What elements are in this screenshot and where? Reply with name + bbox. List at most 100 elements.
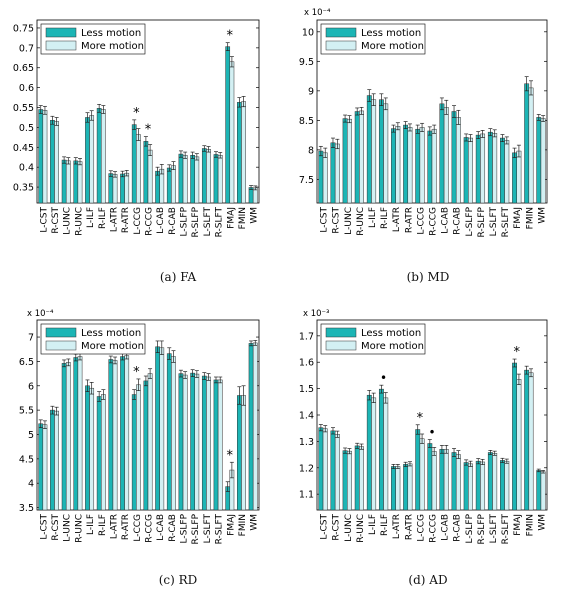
x-tick-label: R-UNC [356, 207, 366, 236]
y-tick-label: 4.5 [19, 454, 34, 465]
bar-more-motion-R-SLFP [480, 133, 486, 204]
chart-panel-2: 3.5 4 4.5 5 5.5 6 6.5 7 x 10⁻⁴ L-CST R-CST L-UNC R-U… [19, 309, 260, 544]
bar-more-motion-L-ILF [371, 99, 377, 204]
x-tick-label: L-ATR [109, 207, 119, 232]
x-tick-label: R-CAB [453, 207, 463, 235]
bar-more-motion-R-SLFT [217, 379, 223, 511]
bar-less-motion-FMAJ [225, 46, 231, 204]
y-tick-label: 6 [28, 381, 34, 392]
x-tick-label: L-UNC [344, 207, 354, 235]
x-tick-label: R-ILF [98, 207, 108, 229]
bar-less-motion-L-CCG [131, 394, 137, 511]
x-tick-label: L-CST [39, 207, 49, 233]
bar-more-motion-L-ATR [112, 360, 118, 511]
bar-more-motion-FMIN [241, 101, 246, 204]
bar-more-motion-L-CST [42, 424, 48, 511]
bar-more-motion-L-SLFP [182, 155, 188, 204]
bar-more-motion-L-SLFP [468, 463, 473, 511]
bar-more-motion-R-ATR [407, 463, 413, 511]
bar-less-motion-R-UNC [354, 111, 360, 204]
x-tick-label: R-ATR [404, 207, 414, 233]
bar-less-motion-R-SLFT [213, 154, 219, 204]
bar-more-motion-R-ATR [407, 127, 413, 204]
significance-marker: * [145, 123, 152, 138]
x-tick-label: R-CAB [168, 514, 178, 542]
bar-more-motion-L-CAB [443, 107, 449, 204]
x-tick-label: R-SLFT [501, 207, 511, 238]
y-tick-label: 5 [28, 430, 34, 441]
bar-less-motion-R-SLFP [475, 134, 481, 204]
bar-more-motion-R-CST [54, 410, 59, 511]
caption-rd: (c) RD [158, 573, 198, 587]
x-tick-label: L-ATR [392, 207, 402, 232]
bar-more-motion-R-ILF [383, 103, 389, 204]
x-tick-label: R-ATR [121, 514, 131, 540]
bar-less-motion-R-CCG [143, 141, 149, 204]
bar-less-motion-R-SLFT [500, 137, 505, 204]
bar-less-motion-R-SLFP [190, 372, 195, 511]
x-tick-label: WM [537, 514, 547, 531]
x-tick-label: R-ILF [98, 514, 108, 536]
bar-more-motion-L-UNC [347, 118, 352, 204]
x-tick-label: L-SLFT [203, 207, 213, 237]
bar-more-motion-L-ILF [371, 397, 377, 511]
bar-less-motion-R-SLFP [475, 460, 481, 511]
bar-less-motion-R-CCG [427, 443, 433, 511]
bar-more-motion-L-CST [42, 110, 48, 204]
bar-more-motion-R-SLFT [504, 140, 510, 204]
bar-more-motion-R-ILF [383, 397, 389, 511]
bar-less-motion-L-ILF [85, 117, 90, 204]
caption-ad: (d) AD [408, 573, 448, 587]
significance-marker: * [227, 448, 234, 463]
bar-more-motion-L-ILF [89, 115, 95, 204]
bar-more-motion-FMAJ [516, 379, 522, 511]
bar-less-motion-L-SLFP [178, 153, 184, 204]
bar-more-motion-WM [540, 118, 546, 204]
bar-more-motion-L-SLFP [468, 137, 473, 204]
axis-exponent-label: x 10⁻⁴ [304, 8, 331, 18]
y-tick-label: 0.75 [13, 23, 34, 34]
bar-less-motion-R-CAB [166, 353, 172, 511]
bar-more-motion-R-UNC [77, 356, 83, 511]
bar-less-motion-R-ATR [120, 173, 125, 204]
x-tick-label: R-CCG [145, 514, 155, 543]
bar-less-motion-L-CST [318, 427, 324, 511]
x-tick-label: WM [250, 514, 260, 531]
y-tick-label: 0.35 [13, 183, 34, 194]
bar-more-motion-R-CAB [455, 117, 461, 204]
bar-more-motion-L-SLFT [492, 133, 498, 204]
bar-less-motion-R-ATR [403, 124, 409, 204]
x-tick-label: R-SLFP [191, 206, 201, 237]
y-tick-label: 8 [308, 145, 314, 156]
bar-less-motion-FMIN [237, 395, 242, 511]
bar-less-motion-FMIN [524, 83, 530, 204]
x-tick-label: L-ILF [86, 514, 96, 535]
bar-more-motion-L-ATR [395, 466, 401, 511]
x-tick-label: R-SLFT [215, 514, 225, 545]
x-tick-label: L-CST [39, 514, 49, 540]
bar-more-motion-FMIN [241, 395, 246, 511]
x-tick-label: R-SLFT [215, 207, 225, 238]
bar-more-motion-FMIN [528, 372, 534, 511]
legend: Less motion More motion [40, 323, 146, 355]
bar-more-motion-WM [252, 342, 258, 511]
bar-more-motion-R-SLFP [194, 373, 200, 511]
legend-swatch [45, 27, 77, 38]
bar-less-motion-L-CAB [155, 170, 160, 204]
x-tick-label: L-CAB [441, 514, 451, 541]
bar-more-motion-L-UNC [65, 160, 71, 204]
x-tick-label: R-ILF [380, 207, 390, 229]
y-tick-label: 0.65 [13, 63, 34, 74]
bar-less-motion-FMAJ [512, 362, 517, 511]
bar-less-motion-R-CST [330, 142, 336, 204]
x-tick-label: R-CCG [429, 514, 439, 543]
bar-more-motion-L-CST [322, 428, 328, 511]
y-tick-label: 7 [28, 333, 34, 344]
bar-more-motion-R-CCG [147, 149, 153, 204]
y-tick-label: 4 [28, 479, 34, 490]
x-tick-label: R-CST [332, 514, 342, 541]
y-tick-label: 8.5 [299, 116, 314, 127]
y-tick-label: 9.5 [299, 57, 314, 68]
bar-more-motion-L-CCG [419, 127, 425, 204]
x-tick-label: R-ATR [404, 514, 414, 540]
